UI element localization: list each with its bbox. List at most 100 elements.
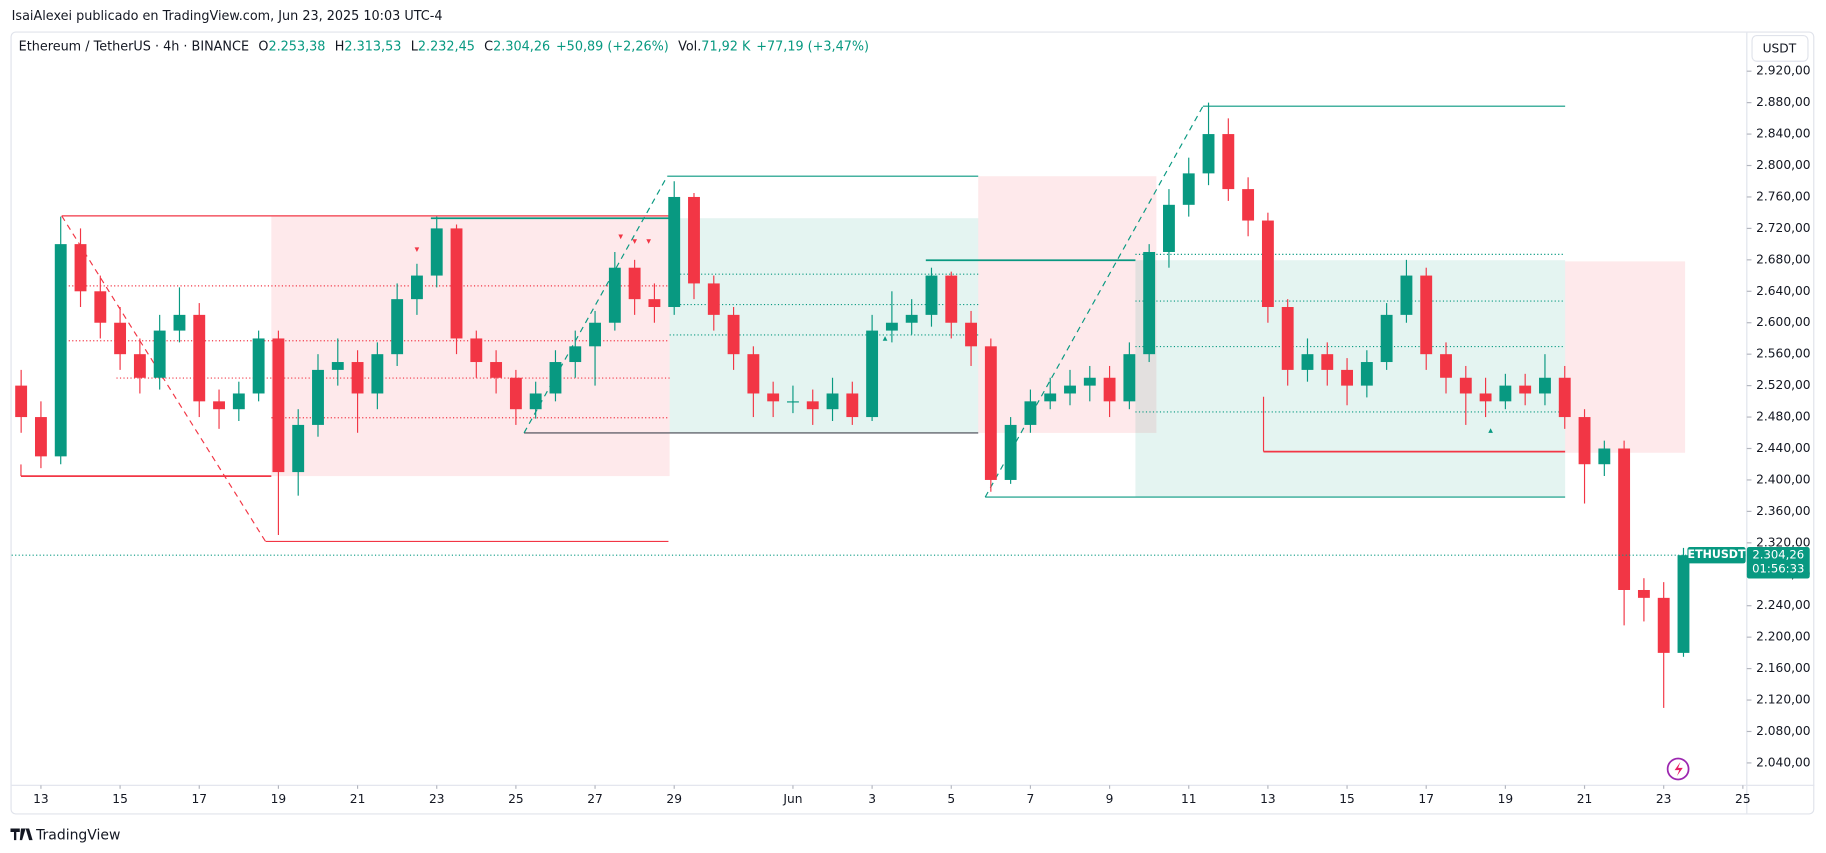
candle-body [351, 362, 364, 394]
candle-body [707, 283, 720, 315]
candle-body [114, 322, 127, 355]
candle-body [1064, 385, 1076, 394]
x-tick-label: 3 [868, 792, 876, 806]
x-tick-label: Jun [782, 792, 802, 806]
footer: TradingView [35, 827, 120, 843]
alert-icon[interactable] [1666, 757, 1690, 781]
candle-body [490, 362, 503, 378]
legend: Ethereum / TetherUS · 4h · BINANCE O2.253… [19, 39, 869, 54]
x-tick-label: 21 [350, 792, 366, 806]
candle-body [133, 354, 146, 378]
candle-body [450, 228, 463, 339]
x-tick-label: 11 [1181, 792, 1197, 806]
candle-body [1519, 385, 1532, 394]
candle-body [1618, 448, 1631, 590]
price-tag-label: 2.304,26 [1752, 548, 1804, 562]
y-tick-label: 2.640,00 [1756, 284, 1810, 298]
candle-body [94, 291, 107, 323]
legend-value: 71,92 K [701, 39, 751, 54]
y-tick-label: 2.840,00 [1756, 127, 1810, 141]
x-tick-label: 13 [1260, 792, 1276, 806]
countdown: 01:56:33 [1752, 562, 1804, 576]
candle-body [925, 275, 938, 315]
candle-body [272, 338, 285, 473]
candle-body [292, 424, 305, 473]
legend-key: H [335, 39, 345, 54]
candle-body [1281, 307, 1294, 370]
y-tick-label: 2.480,00 [1756, 410, 1810, 424]
y-tick-label: 2.080,00 [1756, 724, 1810, 738]
candle-body [430, 228, 443, 276]
x-tick-label: 23 [1656, 792, 1672, 806]
y-tick-label: 2.400,00 [1756, 472, 1810, 486]
candle-body [767, 393, 780, 402]
candle-body [846, 393, 859, 418]
y-tick-label: 2.160,00 [1756, 661, 1810, 675]
y-tick-label: 2.520,00 [1756, 378, 1810, 392]
x-tick-label: 19 [1498, 792, 1514, 806]
legend-key: C [484, 39, 493, 54]
candle-body [628, 267, 641, 300]
x-tick-label: 23 [429, 792, 445, 806]
y-tick-label: 2.360,00 [1756, 504, 1810, 518]
x-tick-label: 29 [666, 792, 682, 806]
candle-body [1360, 362, 1373, 386]
tv-logo [10, 828, 33, 841]
candle-body [193, 314, 206, 402]
candle-body [1400, 275, 1413, 315]
x-tick-label: 17 [1418, 792, 1434, 806]
y-tick-label: 2.720,00 [1756, 221, 1810, 235]
currency-button[interactable] [1751, 35, 1809, 62]
candle-body [1242, 189, 1255, 221]
candle-body [54, 244, 67, 457]
legend-value: 2.304,26 [493, 39, 550, 54]
candle-body [1459, 377, 1472, 394]
candle-body [331, 362, 344, 370]
candle-body [173, 314, 186, 331]
price-tag [1746, 547, 1810, 579]
y-tick-label: 2.880,00 [1756, 95, 1810, 109]
x-tick-label: 19 [271, 792, 287, 806]
candle-body [885, 322, 898, 331]
candle-body [1163, 204, 1175, 252]
candle-body [1044, 393, 1057, 402]
legend-change: +77,19 (+3,47%) [756, 39, 869, 54]
x-tick-label: 25 [1735, 792, 1751, 806]
x-tick-label: 25 [508, 792, 524, 806]
candle-body [1083, 377, 1096, 386]
candle-body [1341, 369, 1353, 386]
x-tick-label: 21 [1577, 792, 1593, 806]
candle-body [866, 330, 879, 418]
candle-body [608, 267, 621, 323]
candle-body [1004, 424, 1017, 480]
candle-body [1123, 354, 1136, 402]
x-tick-label: 5 [947, 792, 955, 806]
candle-body [15, 385, 28, 418]
candle-body [411, 275, 423, 300]
candle-body [232, 393, 245, 410]
candle-body [1182, 173, 1195, 205]
legend-key: O [258, 39, 268, 54]
candles [15, 102, 1690, 708]
candle-body [509, 377, 522, 410]
candle-body [1202, 134, 1215, 174]
bull-zone [669, 218, 979, 433]
levels [20, 105, 1566, 543]
x-tick-label: 15 [112, 792, 128, 806]
y-tick-label: 2.240,00 [1756, 598, 1810, 612]
candle-body [34, 417, 47, 457]
currency[interactable]: USDT [1763, 42, 1797, 56]
candle-body [1677, 555, 1690, 653]
x-tick-label: 17 [191, 792, 207, 806]
candle-body [787, 401, 799, 403]
legend-key: Vol. [678, 39, 701, 54]
ticker-label: ETHUSDT [1688, 548, 1746, 561]
swing-line [523, 175, 668, 434]
candle-body [806, 401, 819, 410]
candle-body [688, 196, 700, 284]
candle-body [74, 244, 87, 292]
candle-body [153, 330, 166, 378]
candle-body [747, 354, 760, 394]
